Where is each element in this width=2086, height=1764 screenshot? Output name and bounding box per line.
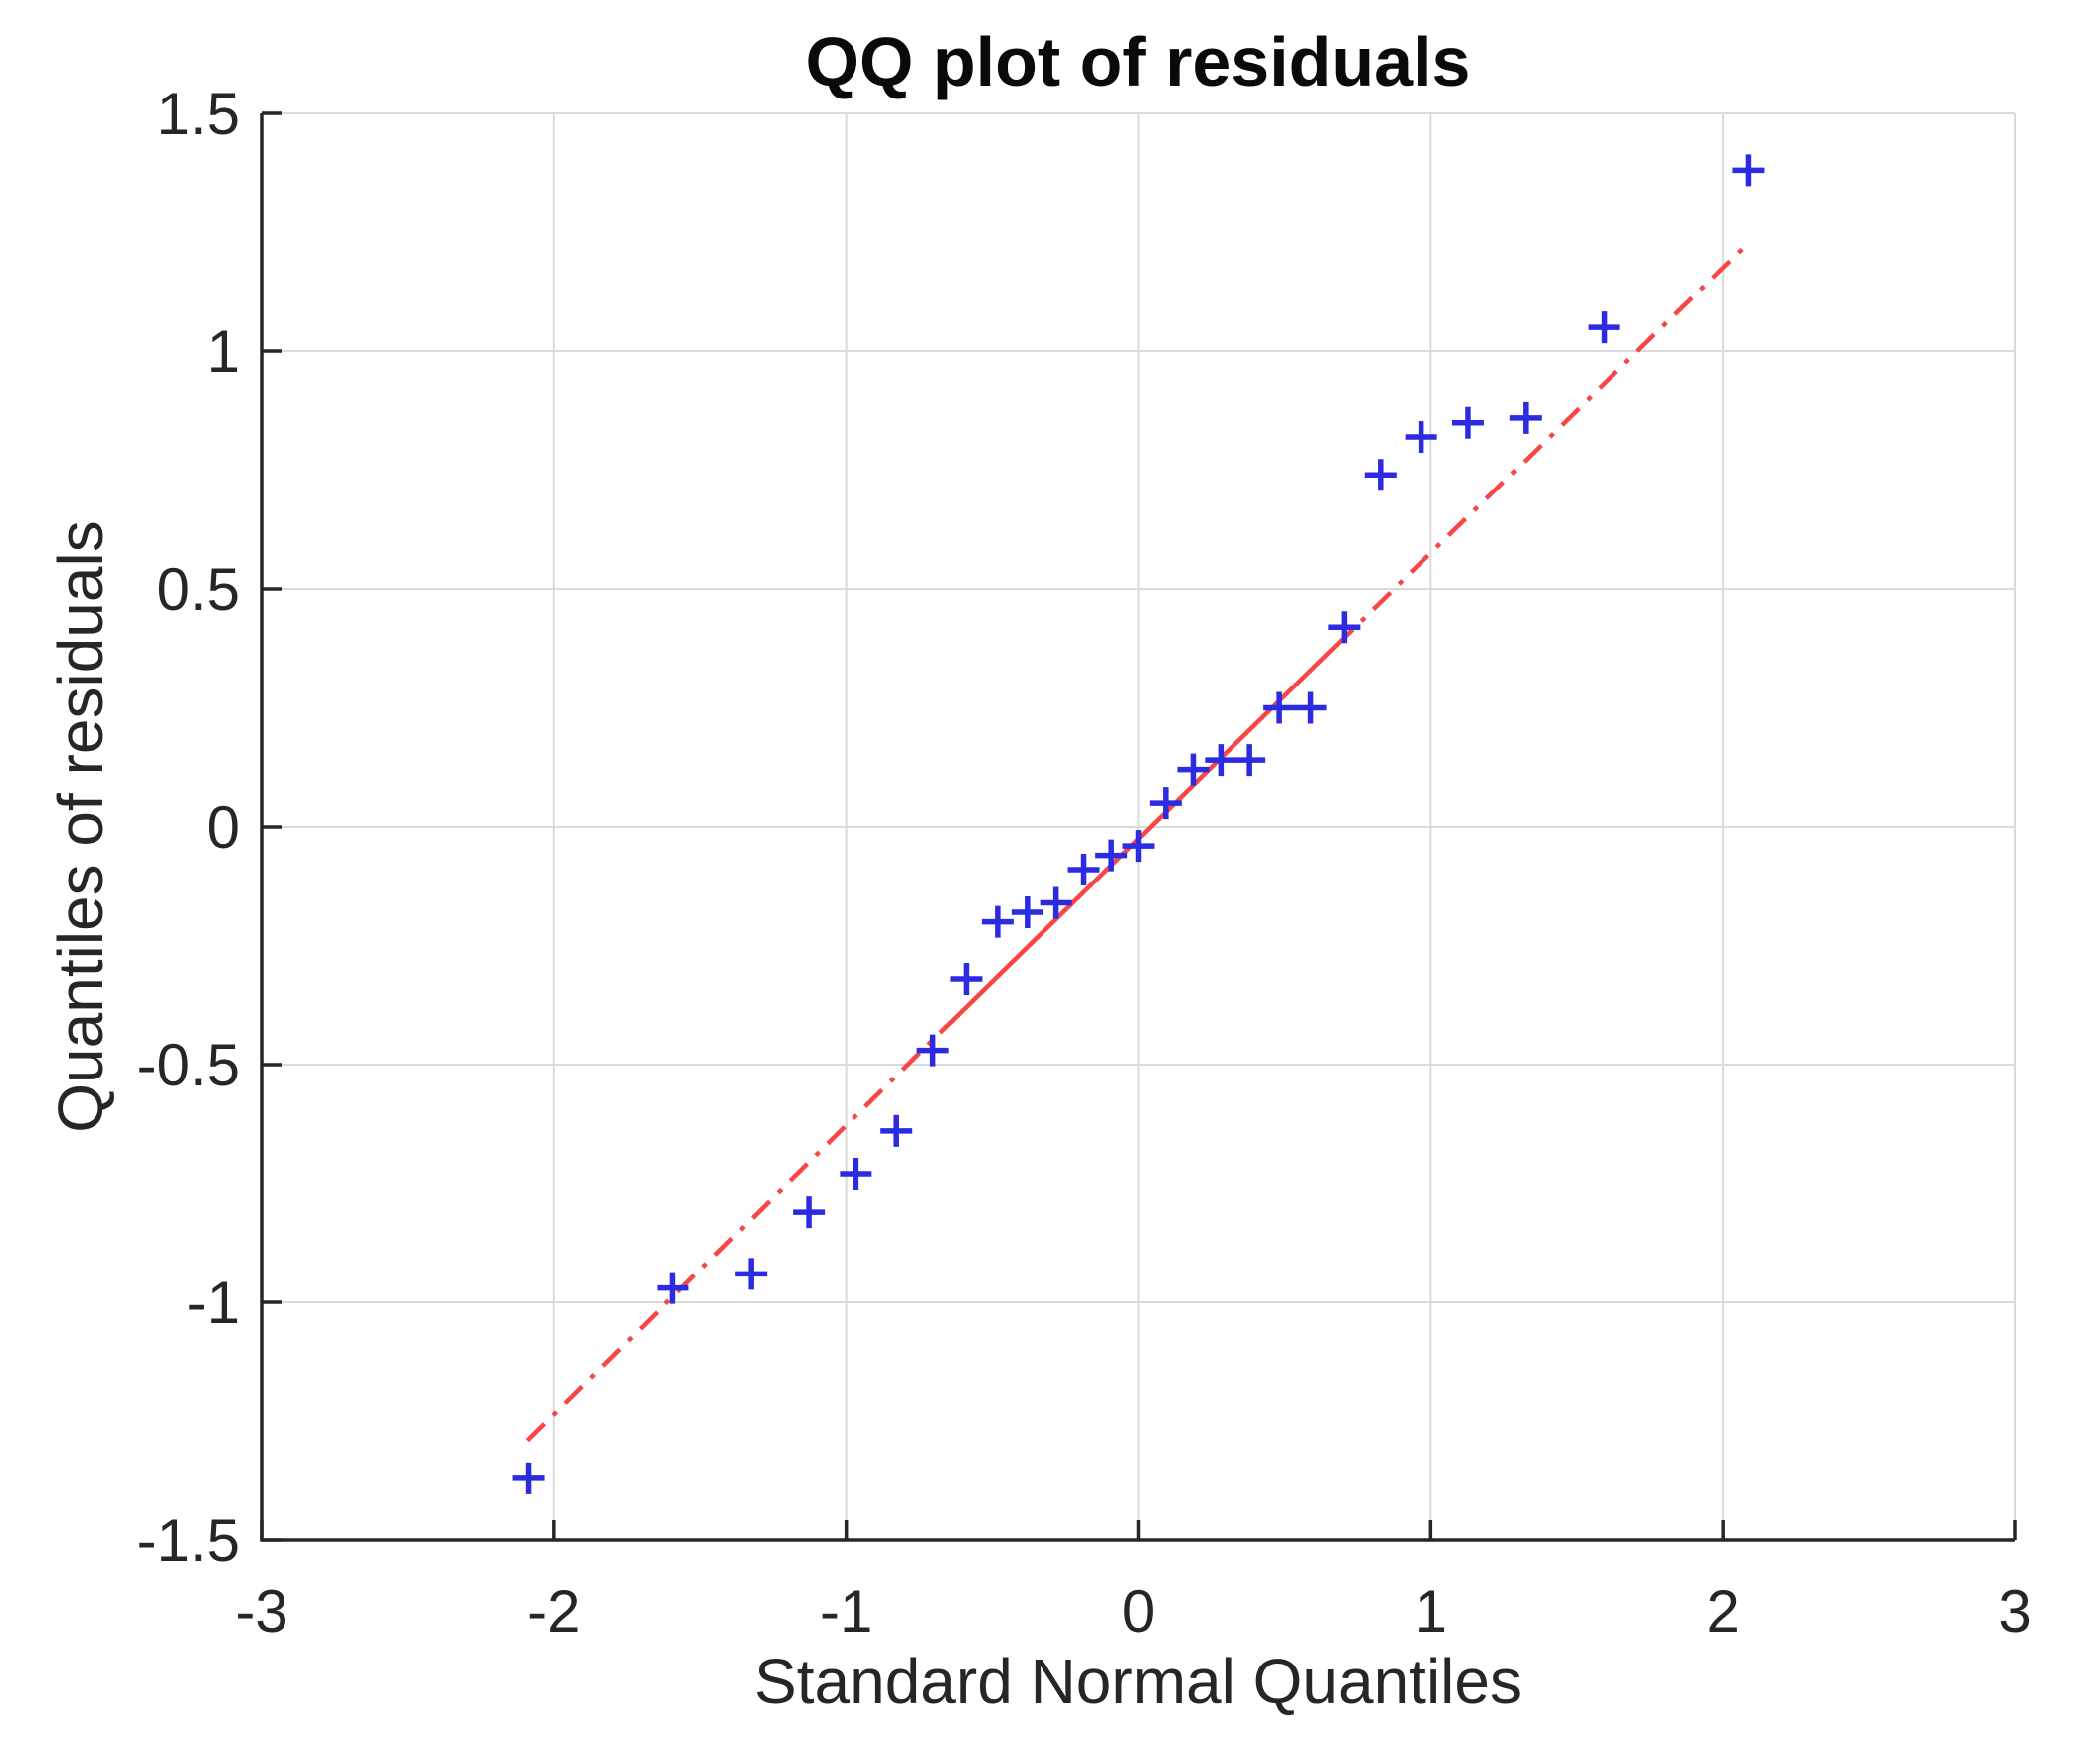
data-point-marker xyxy=(512,1462,545,1494)
y-axis-label: Quantiles of residuals xyxy=(45,520,116,1132)
plot-area: -3 -2 -1 0 1 2 3 -1.5 -1 -0.5 0 0.5 1 1.5 xyxy=(137,81,2032,1645)
x-tick-label: -3 xyxy=(235,1578,287,1645)
data-point-marker xyxy=(1177,753,1210,786)
data-point-marker xyxy=(840,1157,872,1190)
data-point-marker xyxy=(880,1114,913,1147)
y-tick-label: 1 xyxy=(207,318,240,385)
data-point-marker xyxy=(1451,406,1484,439)
data-point-marker xyxy=(793,1196,826,1229)
data-point-marker xyxy=(916,1034,949,1067)
x-tick-label: 0 xyxy=(1122,1578,1155,1645)
x-axis-label: Standard Normal Quantiles xyxy=(754,1646,1522,1717)
y-tick-label: 1.5 xyxy=(157,81,240,147)
data-point-marker xyxy=(981,905,1014,938)
data-point-marker xyxy=(1328,611,1361,644)
data-point-marker xyxy=(1149,787,1182,820)
y-tick-label: -1 xyxy=(187,1270,240,1336)
data-point-marker xyxy=(1588,311,1620,344)
x-tick-label: 2 xyxy=(1706,1578,1739,1645)
data-point-marker xyxy=(1122,830,1155,863)
data-point-marker xyxy=(735,1258,768,1290)
data-point-marker xyxy=(1509,401,1542,434)
chart-title: QQ plot of residuals xyxy=(806,23,1471,100)
data-point-marker xyxy=(1732,154,1765,187)
data-point-marker xyxy=(1263,691,1296,724)
data-point-marker xyxy=(1095,839,1128,872)
data-point-marker xyxy=(1205,744,1237,777)
y-tick-label: 0.5 xyxy=(157,556,240,623)
x-tick-label: 3 xyxy=(1998,1578,2031,1645)
y-tick-label: -0.5 xyxy=(137,1032,240,1098)
data-point-marker xyxy=(1233,744,1266,777)
data-point-marker xyxy=(1011,896,1043,929)
reference-line-upper-dashed xyxy=(1333,240,1752,648)
x-tick-label: -1 xyxy=(820,1578,872,1645)
data-point-marker xyxy=(1067,854,1100,886)
data-point-marker xyxy=(1040,886,1072,919)
x-tick-label: -2 xyxy=(527,1578,580,1645)
data-point-marker xyxy=(1294,691,1327,724)
data-point-marker xyxy=(1405,421,1437,454)
reference-line-lower-dashed xyxy=(525,1029,944,1443)
y-tick-label: 0 xyxy=(207,794,240,861)
data-point-marker xyxy=(950,962,983,995)
x-tick-label: 1 xyxy=(1415,1578,1447,1645)
data-point-marker xyxy=(1364,459,1397,491)
data-point-marker xyxy=(657,1272,689,1304)
y-tick-label: -1.5 xyxy=(137,1507,240,1574)
